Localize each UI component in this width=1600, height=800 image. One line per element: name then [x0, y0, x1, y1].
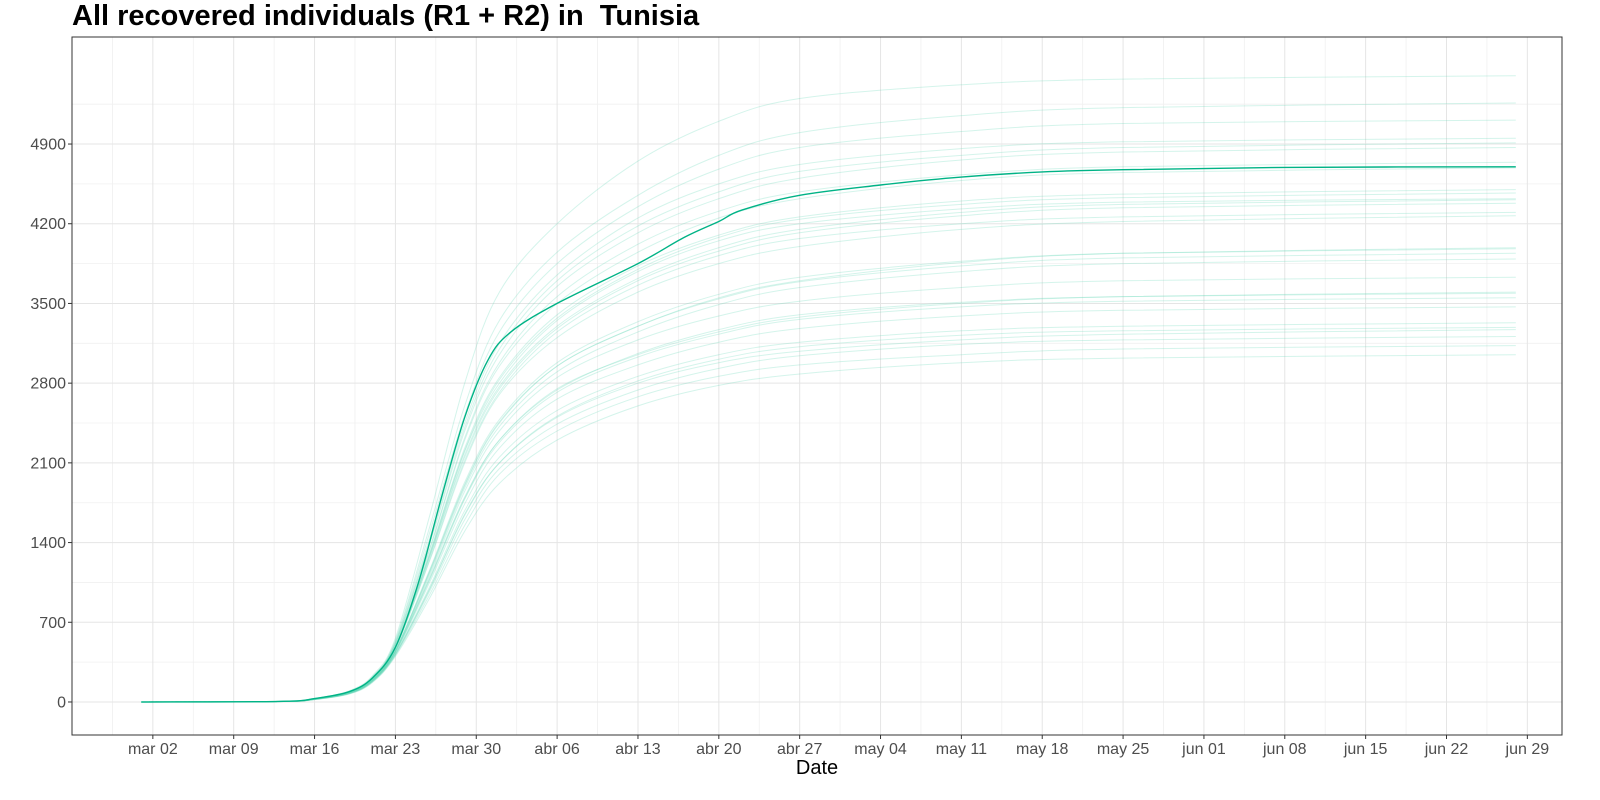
y-axis: 0 700 1400 2100 2800 3500 4200 4900 — [30, 137, 72, 711]
ensemble-line — [141, 252, 1516, 703]
y-tick-label: 2100 — [30, 455, 66, 472]
major-gridlines — [72, 37, 1562, 735]
ensemble-line — [141, 297, 1516, 703]
y-tick-label: 4900 — [30, 137, 66, 154]
x-tick-label: mar 30 — [451, 741, 501, 758]
ensemble-line — [141, 322, 1516, 703]
ensemble-line — [141, 292, 1516, 703]
ensemble-line — [141, 306, 1516, 703]
x-axis-title: Date — [796, 757, 838, 779]
ensemble-line — [141, 189, 1516, 703]
ensemble-line — [141, 336, 1516, 703]
x-tick-label: jun 01 — [1181, 741, 1226, 758]
x-tick-label: abr 13 — [615, 741, 660, 758]
x-tick-label: mar 09 — [209, 741, 259, 758]
ensemble-line — [141, 247, 1516, 703]
y-tick-label: 3500 — [30, 296, 66, 313]
x-tick-label: mar 23 — [371, 741, 421, 758]
x-tick-label: may 11 — [936, 741, 987, 758]
ensemble-line — [141, 258, 1516, 703]
y-tick-label: 2800 — [30, 376, 66, 393]
x-tick-label: abr 27 — [777, 741, 822, 758]
ensemble-line — [141, 142, 1516, 703]
minor-gridlines — [72, 37, 1562, 735]
main-line — [141, 166, 1516, 703]
ensemble-line — [141, 192, 1516, 703]
x-tick-label: jun 29 — [1505, 741, 1550, 758]
ensemble-line — [141, 329, 1516, 703]
x-tick-label: mar 02 — [128, 741, 178, 758]
x-tick-label: abr 06 — [534, 741, 579, 758]
x-tick-label: mar 16 — [290, 741, 340, 758]
x-tick-label: may 04 — [854, 741, 907, 758]
ensemble-line — [141, 248, 1516, 703]
y-tick-label: 4200 — [30, 216, 66, 233]
ensemble-line — [141, 199, 1516, 703]
ensemble-line — [141, 326, 1516, 703]
x-tick-label: abr 20 — [696, 741, 741, 758]
x-tick-label: jun 08 — [1262, 741, 1307, 758]
ensemble-line — [141, 291, 1516, 703]
ensemble-line — [141, 211, 1516, 703]
x-tick-label: may 18 — [1016, 741, 1069, 758]
x-tick-label: jun 22 — [1424, 741, 1469, 758]
x-tick-label: jun 15 — [1343, 741, 1388, 758]
main-series — [141, 166, 1516, 703]
ensemble-line — [141, 161, 1516, 703]
chart-title: All recovered individuals (R1 + R2) in T… — [72, 0, 700, 32]
ensemble-series — [141, 75, 1516, 703]
y-tick-label: 700 — [39, 615, 66, 632]
ensemble-line — [141, 276, 1516, 703]
x-tick-label: may 25 — [1097, 741, 1150, 758]
y-tick-label: 0 — [57, 694, 66, 711]
ensemble-line — [141, 75, 1516, 703]
ensemble-line — [141, 147, 1516, 703]
plot-panel-border — [71, 36, 1563, 736]
x-axis: mar 02 mar 09 mar 16 mar 23 mar 30 abr 06 abr … — [128, 735, 1549, 758]
ensemble-line — [141, 137, 1516, 703]
y-tick-label: 1400 — [30, 535, 66, 552]
ensemble-line — [141, 119, 1516, 703]
ensemble-line — [141, 215, 1516, 703]
ensemble-line — [141, 354, 1516, 703]
ensemble-line — [141, 345, 1516, 703]
ensemble-line — [141, 198, 1516, 703]
ensemble-line — [141, 202, 1516, 703]
ensemble-line — [141, 102, 1516, 703]
